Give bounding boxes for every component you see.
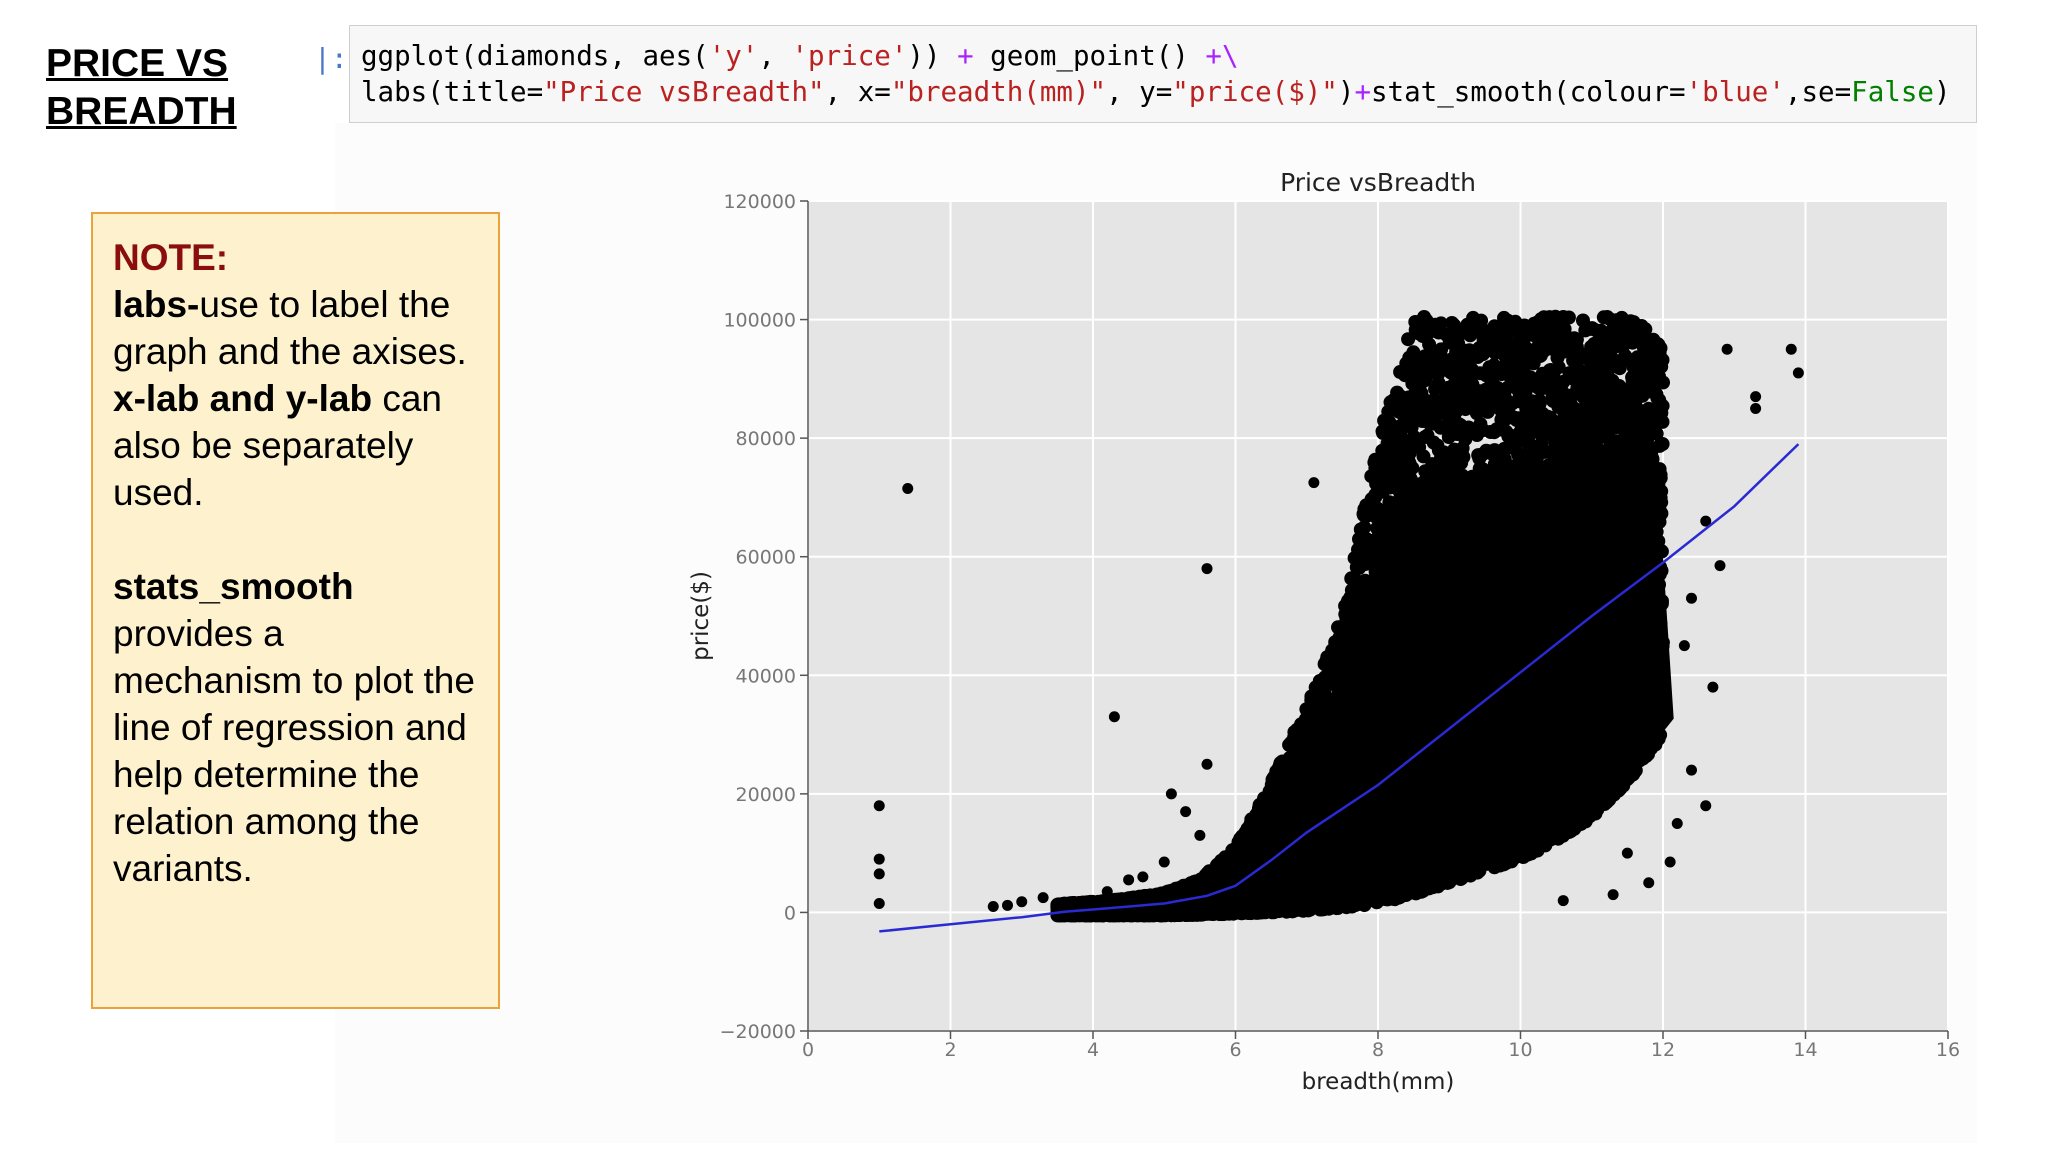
note-labs: labs-use to label the graph and the axis… bbox=[113, 281, 480, 375]
code-token: stat_smooth(colour= bbox=[1371, 76, 1686, 108]
code-string: "Price vsBreadth" bbox=[543, 76, 825, 108]
code-string: 'price' bbox=[791, 40, 908, 72]
data-point bbox=[1350, 558, 1365, 573]
data-point bbox=[1275, 767, 1290, 782]
data-point bbox=[1284, 735, 1298, 750]
code-keyword: False bbox=[1851, 76, 1934, 108]
data-point bbox=[1343, 603, 1358, 617]
data-point bbox=[1310, 705, 1325, 720]
note-heading: NOTE: bbox=[113, 237, 229, 278]
data-point bbox=[1289, 750, 1303, 765]
slide-title-line-2: BREADTH bbox=[46, 90, 237, 133]
data-point bbox=[1339, 628, 1354, 643]
code-line-2: labs(title="Price vsBreadth", x="breadth… bbox=[361, 74, 1976, 110]
code-token: labs(title= bbox=[361, 76, 544, 108]
note-box: NOTE: labs-use to label the graph and th… bbox=[91, 212, 500, 1009]
data-point bbox=[1344, 571, 1359, 586]
code-line-1: ggplot(diamonds, aes('y', 'price')) + ge… bbox=[361, 38, 1976, 74]
note-labs-term: labs- bbox=[113, 284, 200, 325]
code-cell[interactable]: ggplot(diamonds, aes('y', 'price')) + ge… bbox=[349, 25, 1977, 123]
note-stats-text: provides a mechanism to plot the line of… bbox=[113, 613, 475, 889]
code-operator: +\ bbox=[1205, 40, 1239, 72]
slide-title: PRICE VS BREADTH bbox=[46, 40, 237, 136]
code-token: geom_point() bbox=[973, 40, 1206, 72]
data-point bbox=[1322, 668, 1337, 682]
data-point bbox=[1353, 538, 1368, 552]
data-point bbox=[1269, 779, 1283, 794]
code-token: ggplot(diamonds, aes( bbox=[361, 40, 709, 72]
code-token: )) bbox=[907, 40, 958, 72]
code-token: ) bbox=[1933, 76, 1951, 108]
data-point bbox=[1317, 900, 1332, 915]
code-token: , x= bbox=[824, 76, 891, 108]
slide-title-line-1: PRICE VS bbox=[46, 42, 229, 85]
data-point bbox=[1239, 824, 1254, 839]
code-token: , y= bbox=[1106, 76, 1173, 108]
code-token: , bbox=[758, 40, 792, 72]
code-string: "breadth(mm)" bbox=[890, 76, 1107, 108]
code-string: 'y' bbox=[708, 40, 759, 72]
code-operator: + bbox=[957, 40, 974, 72]
note-xy: x-lab and y-lab can also be separately u… bbox=[113, 375, 480, 516]
note-labs-text: use to label the graph and the axises. bbox=[113, 284, 467, 372]
data-point bbox=[1347, 898, 1362, 912]
code-token: ) bbox=[1337, 76, 1355, 108]
code-token: ,se= bbox=[1784, 76, 1852, 108]
cell-prompt: |: bbox=[314, 42, 348, 75]
note-stats-term: stats_smooth bbox=[113, 566, 354, 607]
note-stats: stats_smooth provides a mechanism to plot… bbox=[113, 563, 480, 892]
note-xy-text: can also be separately used. bbox=[113, 378, 442, 513]
code-operator: + bbox=[1354, 76, 1371, 108]
code-string: 'blue' bbox=[1685, 76, 1785, 108]
note-xy-term: x-lab and y-lab bbox=[113, 378, 373, 419]
code-string: "price($)" bbox=[1172, 76, 1338, 108]
